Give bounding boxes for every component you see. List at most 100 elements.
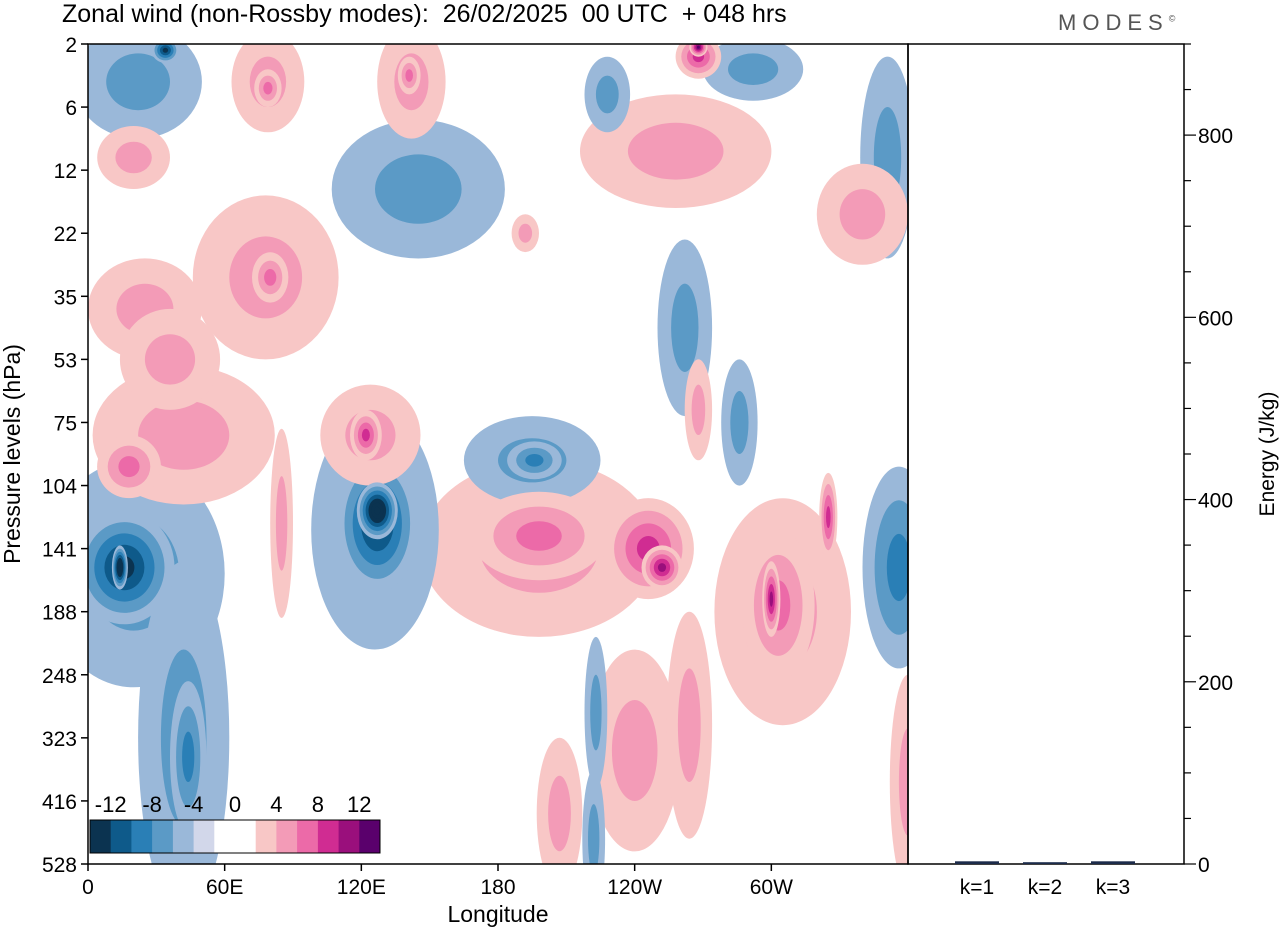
pressure-tick-label: 53 [54,349,77,372]
wind-anomaly-blob [589,649,681,852]
contour-band [590,674,602,751]
wind-anomaly-blob [584,56,631,133]
energy-bar [1091,861,1135,864]
wind-anomaly-blob [252,252,289,303]
energy-category-label: k=2 [1028,876,1062,899]
pressure-tick-label: 75 [54,412,77,435]
wind-anomaly-blob [819,472,838,562]
contour-band [115,141,152,174]
contour-band [839,189,886,240]
colorbar-swatch [235,820,257,853]
pressure-tick-label: 416 [42,791,77,814]
contour-band [375,154,462,224]
contour-band [677,668,701,782]
contour-band [611,700,658,801]
contour-band [516,521,562,551]
logo-text: MODES [1058,10,1169,35]
energy-bar [1023,862,1067,864]
contour-band [588,804,600,864]
contour-band [886,533,908,602]
wind-anomaly-blob [470,491,608,581]
colorbar-label: 4 [270,792,282,817]
pressure-tick-label: 323 [42,728,77,751]
colorbar-label: -8 [142,792,162,817]
chart-title: Zonal wind (non-Rossby modes): 26/02/202… [62,0,787,28]
wind-anomaly-blob [584,636,608,789]
contour-band [518,223,533,243]
wind-anomaly-blob [580,94,772,208]
wind-anomaly-blob [816,163,908,265]
energy-category-label: k=1 [960,876,994,899]
colorbar-swatch [110,820,132,853]
wind-anomaly-blob [88,44,202,139]
longitude-tick-label: 60W [750,876,793,899]
contour-band [691,384,706,435]
colorbar-swatch [359,820,381,853]
wind-anomaly-blob [97,435,161,499]
longitude-axis: 0 60E 120E 180 120W 60W [82,864,793,899]
colorbar-swatch [255,820,277,853]
contour-band [275,476,288,571]
pressure-tick-label: 528 [42,854,77,877]
energy-tick-label: 200 [1198,672,1233,695]
wind-anomaly-blob [862,466,908,669]
contour-band [144,334,196,385]
contour-band [263,81,273,95]
wind-anomaly-blob [602,498,694,600]
wind-anomaly-blob [666,611,713,839]
pressure-tick-label: 2 [65,34,77,57]
logo-mark: © [1168,13,1176,24]
colorbar-swatch [338,820,360,853]
pressure-tick-label: 248 [42,665,77,688]
colorbar-frame [89,819,381,854]
contour-band [162,47,169,53]
wind-anomaly-blob [270,428,293,618]
wind-anomaly-blob [641,545,683,590]
contour-band [657,563,667,572]
colorbar-label: -12 [95,792,127,817]
colorbar-swatch [152,820,174,853]
contour-band [405,69,414,82]
energy-bars: k=1 k=2 k=3 [955,861,1135,899]
contour-band [671,283,699,372]
wind-anomaly-blob [511,214,539,253]
contour-band [374,506,381,515]
contour-band [696,45,700,49]
colorbar-label: 12 [347,792,371,817]
energy-category-label: k=3 [1096,876,1130,899]
pressure-tick-label: 188 [42,602,77,625]
wind-anomaly-blob [356,482,398,540]
wind-field [88,44,908,864]
y-axis-label: Pressure levels (hPa) [0,344,25,564]
contour-band [264,269,277,286]
pressure-tick-label: 141 [42,539,77,562]
wind-anomaly-blob [507,441,562,480]
colorbar-swatch [317,820,340,853]
longitude-tick-label: 180 [480,876,515,899]
wind-anomaly-blob [97,126,170,189]
wind-anomaly-blob [721,359,758,486]
pressure-tick-label: 6 [65,97,77,120]
pressure-tick-label: 104 [42,476,77,499]
colorbar-swatch [214,820,236,853]
colorbar-label: 0 [229,792,241,817]
contour-band [548,775,571,852]
contour-band [118,564,121,571]
colorbar-swatch [297,820,319,853]
wind-anomaly-blob [889,674,908,864]
energy-tick-label: 400 [1198,490,1233,513]
colorbar-swatch [90,820,112,853]
contour-band [106,53,170,111]
colorbar-swatch [131,820,153,853]
wind-anomaly-blob [675,44,722,79]
colorbar-swatch [193,820,215,853]
contour-band [728,53,779,85]
contour-band [182,731,195,782]
pressure-tick-label: 22 [54,223,77,246]
longitude-tick-label: 120W [607,876,662,899]
contour-band [627,122,724,180]
wind-anomaly-blob [111,545,128,590]
energy-panel-frame [907,43,1185,865]
contour-band [138,400,230,470]
